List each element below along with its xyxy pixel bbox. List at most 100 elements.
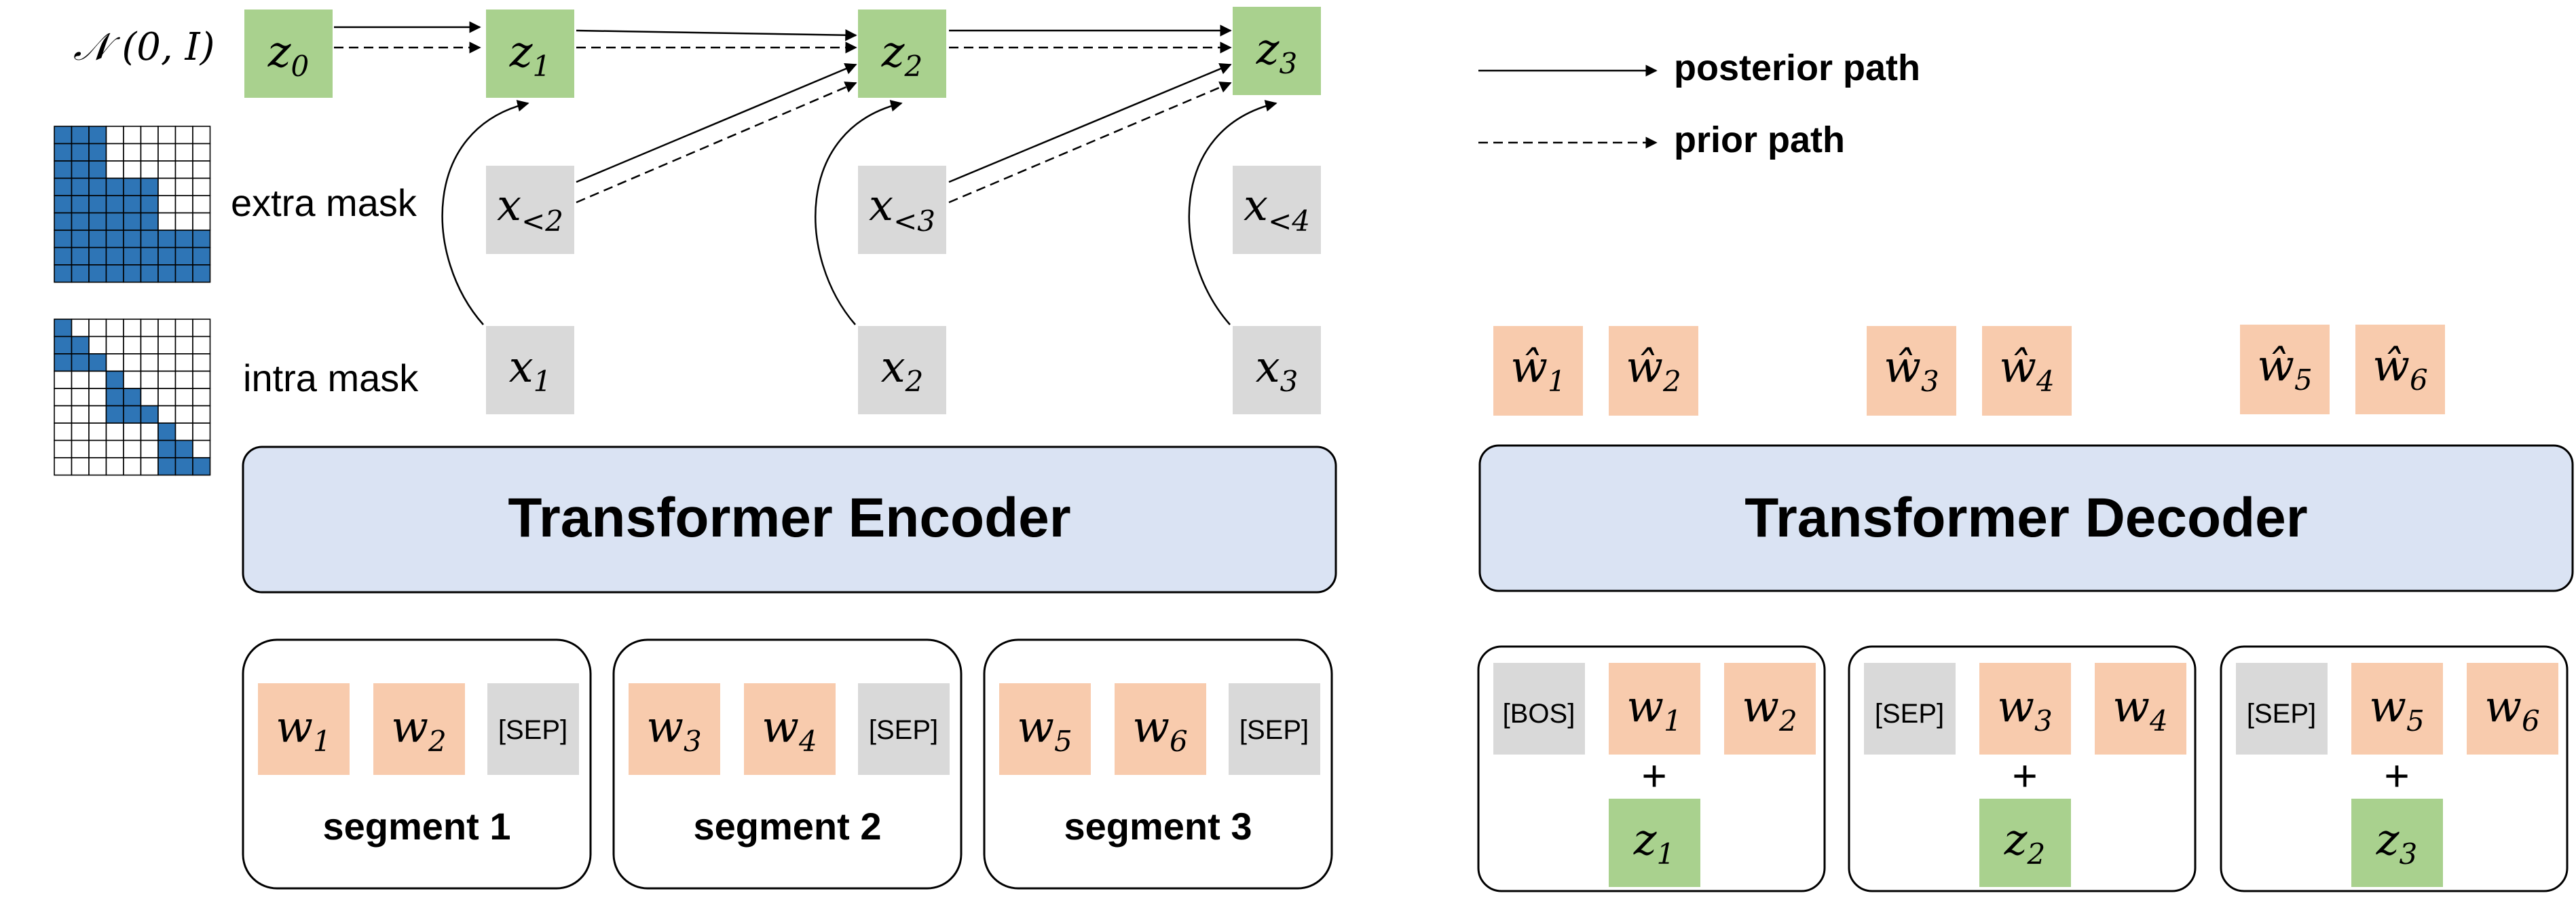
mask-cell bbox=[54, 319, 73, 338]
mask-cell bbox=[88, 212, 107, 231]
decoder-group-3: [SEP] w5 w6 + z3 bbox=[2220, 645, 2569, 892]
start-token-label: [BOS] bbox=[1503, 699, 1575, 729]
mask-cell bbox=[123, 126, 142, 145]
encoder-segment-3: w5 w6 [SEP] segment 3 bbox=[983, 638, 1333, 890]
token-box bbox=[2095, 663, 2186, 755]
mask-cell bbox=[54, 264, 73, 283]
prior-distribution-label: 𝒩 (0, I) bbox=[73, 25, 215, 69]
extra-input-box-1 bbox=[486, 166, 574, 254]
mask-cell bbox=[123, 264, 142, 283]
mask-cell bbox=[88, 336, 107, 355]
decoder-block bbox=[1478, 444, 2574, 592]
mask-cell bbox=[88, 160, 107, 179]
extra-input-label-3: x<4 bbox=[1244, 181, 1310, 238]
mask-cell bbox=[54, 370, 73, 389]
decoder-output-row: ŵ1 ŵ2 ŵ3 ŵ4 ŵ5 ŵ6 bbox=[1493, 325, 2445, 416]
mask-cell bbox=[192, 264, 211, 283]
intra-input-label-2: x2 bbox=[881, 342, 924, 398]
mask-cell bbox=[54, 457, 73, 476]
token-box bbox=[1115, 683, 1206, 775]
token-box bbox=[2467, 663, 2558, 755]
mask-cell bbox=[174, 177, 193, 196]
mask-cell bbox=[105, 264, 124, 283]
mask-cell bbox=[157, 177, 176, 196]
mask-cell bbox=[192, 388, 211, 407]
output-token-label: ŵ3 bbox=[1884, 342, 1939, 398]
mask-cell bbox=[71, 212, 90, 231]
mask-cell bbox=[88, 247, 107, 266]
mask-cell bbox=[192, 160, 211, 179]
mask-cell bbox=[123, 247, 142, 266]
mask-cell bbox=[71, 160, 90, 179]
mask-cell bbox=[54, 422, 73, 441]
mask-cell bbox=[174, 160, 193, 179]
token-box bbox=[1979, 663, 2071, 755]
mask-cell bbox=[157, 212, 176, 231]
legend-prior-label: prior path bbox=[1674, 120, 1845, 160]
output-token-box bbox=[1609, 326, 1698, 416]
mask-cell bbox=[123, 457, 142, 476]
posterior-edge-z1-z2 bbox=[576, 29, 857, 41]
token-label: w3 bbox=[1997, 682, 2053, 738]
mask-cell bbox=[140, 126, 159, 145]
mask-cell bbox=[157, 370, 176, 389]
latent-label: z3 bbox=[2376, 815, 2417, 871]
latent-box bbox=[2351, 799, 2443, 887]
latent-label-z2: z2 bbox=[881, 27, 922, 83]
mask-cell bbox=[192, 195, 211, 214]
mask-cell bbox=[174, 247, 193, 266]
mask-cell bbox=[105, 177, 124, 196]
segment-label: segment 3 bbox=[1064, 805, 1252, 848]
output-token-box bbox=[1982, 326, 2072, 416]
mask-cell bbox=[174, 319, 193, 338]
mask-cell bbox=[157, 336, 176, 355]
mask-cell bbox=[71, 439, 90, 458]
latent-label-z1: z1 bbox=[509, 27, 550, 83]
mask-cell bbox=[140, 264, 159, 283]
mask-cell bbox=[157, 160, 176, 179]
mask-cell bbox=[140, 143, 159, 162]
edges bbox=[334, 21, 1277, 325]
plus-sign: + bbox=[1641, 751, 1666, 800]
mask-cell bbox=[71, 264, 90, 283]
extra-mask-matrix bbox=[54, 126, 211, 283]
mask-cell bbox=[88, 143, 107, 162]
mask-cell bbox=[140, 388, 159, 407]
mask-cell bbox=[157, 422, 176, 441]
mask-cell bbox=[174, 212, 193, 231]
token-box bbox=[1609, 663, 1700, 755]
mask-cell bbox=[105, 336, 124, 355]
latent-box bbox=[1979, 799, 2071, 887]
sep-token-box bbox=[1229, 683, 1320, 775]
mask-cell bbox=[88, 353, 107, 372]
mask-cell bbox=[54, 388, 73, 407]
mask-cell bbox=[174, 353, 193, 372]
sep-token-label: [SEP] bbox=[869, 715, 938, 745]
mask-cell bbox=[71, 177, 90, 196]
mask-cell bbox=[174, 422, 193, 441]
mask-cell bbox=[140, 160, 159, 179]
start-token-box bbox=[1864, 663, 1956, 755]
mask-cell bbox=[54, 353, 73, 372]
mask-cell bbox=[88, 319, 107, 338]
mask-cell bbox=[140, 247, 159, 266]
mask-cell bbox=[192, 212, 211, 231]
start-token-label: [SEP] bbox=[2247, 699, 2316, 729]
encoder-segment-1: w1 w2 [SEP] segment 1 bbox=[242, 638, 592, 890]
extra-input-box-2 bbox=[858, 166, 946, 254]
mask-cell bbox=[71, 319, 90, 338]
mask-cell bbox=[88, 457, 107, 476]
mask-cell bbox=[174, 264, 193, 283]
mask-cell bbox=[105, 126, 124, 145]
mask-cell bbox=[54, 405, 73, 424]
token-label: w6 bbox=[1132, 702, 1188, 758]
latent-row: z0 z1 z2 z3 bbox=[244, 7, 1321, 98]
encoder-segment-2: w3 w4 [SEP] segment 2 bbox=[612, 638, 963, 890]
mask-cell bbox=[123, 422, 142, 441]
mask-cell bbox=[123, 319, 142, 338]
sep-token-box bbox=[487, 683, 579, 775]
mask-cell bbox=[123, 195, 142, 214]
mask-cell bbox=[157, 319, 176, 338]
